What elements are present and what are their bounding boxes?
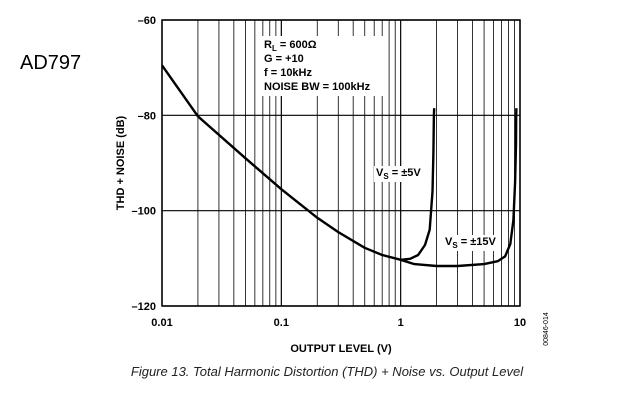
annotation-line: NOISE BW = 100kHz <box>264 81 371 93</box>
series-label-2-bg <box>443 235 499 251</box>
y-tick-label: –120 <box>132 301 156 313</box>
x-tick-label: 0.01 <box>151 317 172 329</box>
annotation-line: f = 10kHz <box>264 67 312 79</box>
y-tick-label: –100 <box>132 206 156 218</box>
x-tick-label: 1 <box>398 317 404 329</box>
y-axis-title: THD + NOISE (dB) <box>115 115 127 210</box>
figure-id: 00846-014 <box>543 312 550 346</box>
series-label-1: VS = ±5V <box>376 167 421 181</box>
x-tick-label: 0.1 <box>274 317 289 329</box>
plot-frame <box>161 19 521 307</box>
y-tick-label: –80 <box>138 110 156 122</box>
series-labels: VS = ±5V VS = ±15V <box>374 166 499 251</box>
series-label-2: VS = ±15V <box>445 236 496 250</box>
annotation-bg <box>258 36 384 96</box>
x-axis-title: OUTPUT LEVEL (V) <box>290 343 392 355</box>
annotation-line: RL = 600Ω <box>264 39 317 53</box>
series-label-1-bg <box>374 166 424 182</box>
x-tick-label: 10 <box>514 317 526 329</box>
series-line-2 <box>400 108 518 268</box>
part-label: AD797 <box>20 52 81 74</box>
annotation-line: G = +10 <box>264 53 304 65</box>
y-tick-label: –60 <box>138 15 156 27</box>
tick-labels: 0.01 0.1 1 10 –60 –80 –100 –120 <box>132 15 527 329</box>
series <box>161 64 518 268</box>
figure-caption: Figure 13. Total Harmonic Distortion (TH… <box>131 364 524 379</box>
